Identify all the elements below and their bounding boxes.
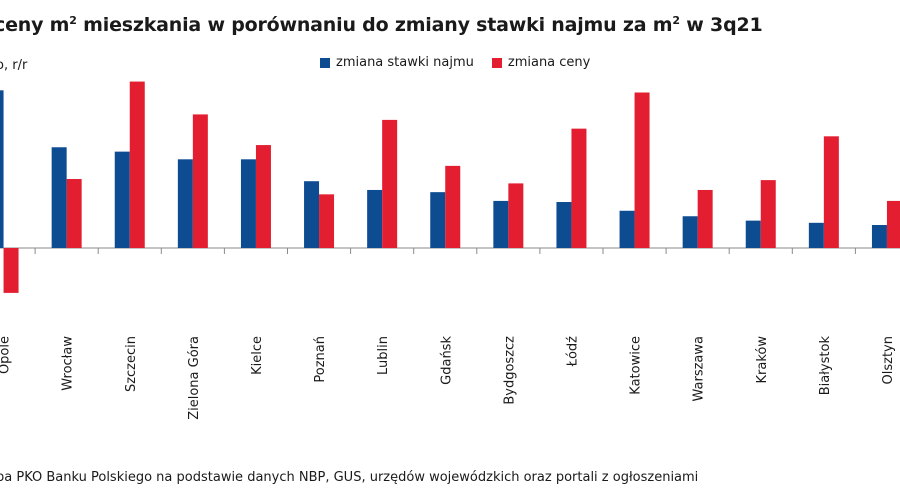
category-label-14: Olsztyn <box>881 336 896 384</box>
bar-rent-8 <box>493 200 509 248</box>
category-label-4: Kielce <box>250 336 265 375</box>
bar-price-14 <box>886 200 900 248</box>
bar-price-2 <box>129 81 145 248</box>
bar-rent-10 <box>619 210 635 248</box>
bar-price-3 <box>192 114 208 248</box>
category-label-6: Lublin <box>376 336 391 375</box>
category-label-5: Poznań <box>313 336 328 383</box>
bar-price-7 <box>445 165 461 248</box>
source-note: pa PKO Banku Polskiego na podstawie dany… <box>0 470 699 485</box>
bar-price-8 <box>508 183 524 248</box>
bar-rent-11 <box>682 216 698 248</box>
bar-price-6 <box>382 119 398 248</box>
bar-rent-7 <box>430 192 446 248</box>
bar-price-0 <box>3 248 19 293</box>
legend-label-price: zmiana ceny <box>507 55 591 70</box>
bar-price-12 <box>760 180 776 248</box>
bar-price-1 <box>66 179 82 248</box>
bar-rent-6 <box>367 189 383 248</box>
category-label-8: Bydgoszcz <box>502 336 517 405</box>
unit-label: o, r/r <box>0 58 28 73</box>
legend-swatch-rent <box>320 57 330 68</box>
bar-rent-3 <box>177 159 193 248</box>
bar-rent-12 <box>745 220 761 248</box>
bar-rent-5 <box>304 181 320 248</box>
legend-swatch-price <box>491 57 502 68</box>
category-label-10: Katowice <box>629 336 644 395</box>
legend-label-rent: zmiana stawki najmu <box>336 55 474 70</box>
legend-item-rent: zmiana stawki najmu <box>320 55 474 70</box>
bar-price-4 <box>255 145 271 248</box>
bar-price-13 <box>823 136 839 248</box>
category-label-0: Opole <box>0 336 13 374</box>
bar-chart: Opole Wrocław Szczecin Zielona Góra Kielce Po… <box>0 81 900 420</box>
category-label-11: Warszawa <box>692 336 707 402</box>
bar-rent-14 <box>871 225 887 248</box>
chart-title: ceny m2 mieszkania w porównaniu do zmian… <box>0 14 763 36</box>
category-label-1: Wrocław <box>61 336 76 391</box>
bar-rent-4 <box>240 159 256 248</box>
category-label-12: Kraków <box>755 336 770 384</box>
bar-rent-0 <box>0 90 4 248</box>
bar-rent-2 <box>114 151 130 248</box>
legend-item-price: zmiana ceny <box>491 55 591 70</box>
category-label-13: Białystok <box>818 336 833 396</box>
legend: zmiana stawki najmu zmiana ceny <box>320 55 590 70</box>
bar-rent-13 <box>808 222 824 248</box>
bar-rent-1 <box>51 147 67 248</box>
bar-price-5 <box>319 194 335 248</box>
category-label-3: Zielona Góra <box>187 336 202 420</box>
category-label-7: Gdańsk <box>439 336 454 385</box>
bar-rent-9 <box>556 202 572 248</box>
bar-price-11 <box>697 189 713 248</box>
bar-price-10 <box>634 92 650 248</box>
category-label-2: Szczecin <box>124 336 139 392</box>
bar-price-9 <box>571 128 587 248</box>
category-label-9: Łódź <box>565 336 580 368</box>
